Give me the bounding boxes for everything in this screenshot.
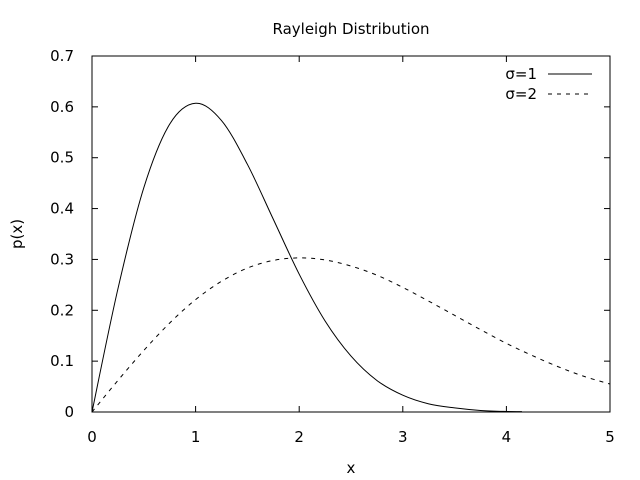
y-tick-label: 0.4 — [50, 200, 74, 218]
y-tick-label: 0.1 — [50, 352, 74, 370]
x-tick-label: 4 — [502, 428, 512, 446]
y-tick-label: 0.3 — [50, 250, 74, 268]
y-axis-label: p(x) — [8, 219, 26, 249]
series-layer — [91, 102, 611, 413]
y-tick-label: 0.5 — [50, 149, 74, 167]
chart-title: Rayleigh Distribution — [272, 20, 429, 38]
legend-label-1: σ=1 — [505, 65, 537, 83]
y-axis: 0 0.1 0.2 0.3 0.4 0.5 0.6 0.7 — [50, 47, 610, 421]
x-tick-label: 5 — [605, 428, 615, 446]
plot-frame — [91, 55, 611, 413]
y-tick-label: 0.6 — [50, 98, 74, 116]
y-tick-label: 0 — [64, 403, 74, 421]
legend: σ=1σ=2 — [505, 65, 592, 103]
x-tick-label: 3 — [398, 428, 408, 446]
legend-label-2: σ=2 — [505, 85, 537, 103]
x-axis: 0 1 2 3 4 5 — [87, 56, 615, 446]
x-axis-label: x — [347, 459, 356, 477]
x-tick-label: 0 — [87, 428, 97, 446]
x-tick-label: 2 — [294, 428, 304, 446]
y-tick-label: 0.2 — [50, 301, 74, 319]
series-line-2 — [91, 257, 611, 413]
y-tick-label: 0.7 — [50, 47, 74, 65]
x-tick-label: 1 — [191, 428, 201, 446]
series-line-1 — [91, 102, 522, 413]
